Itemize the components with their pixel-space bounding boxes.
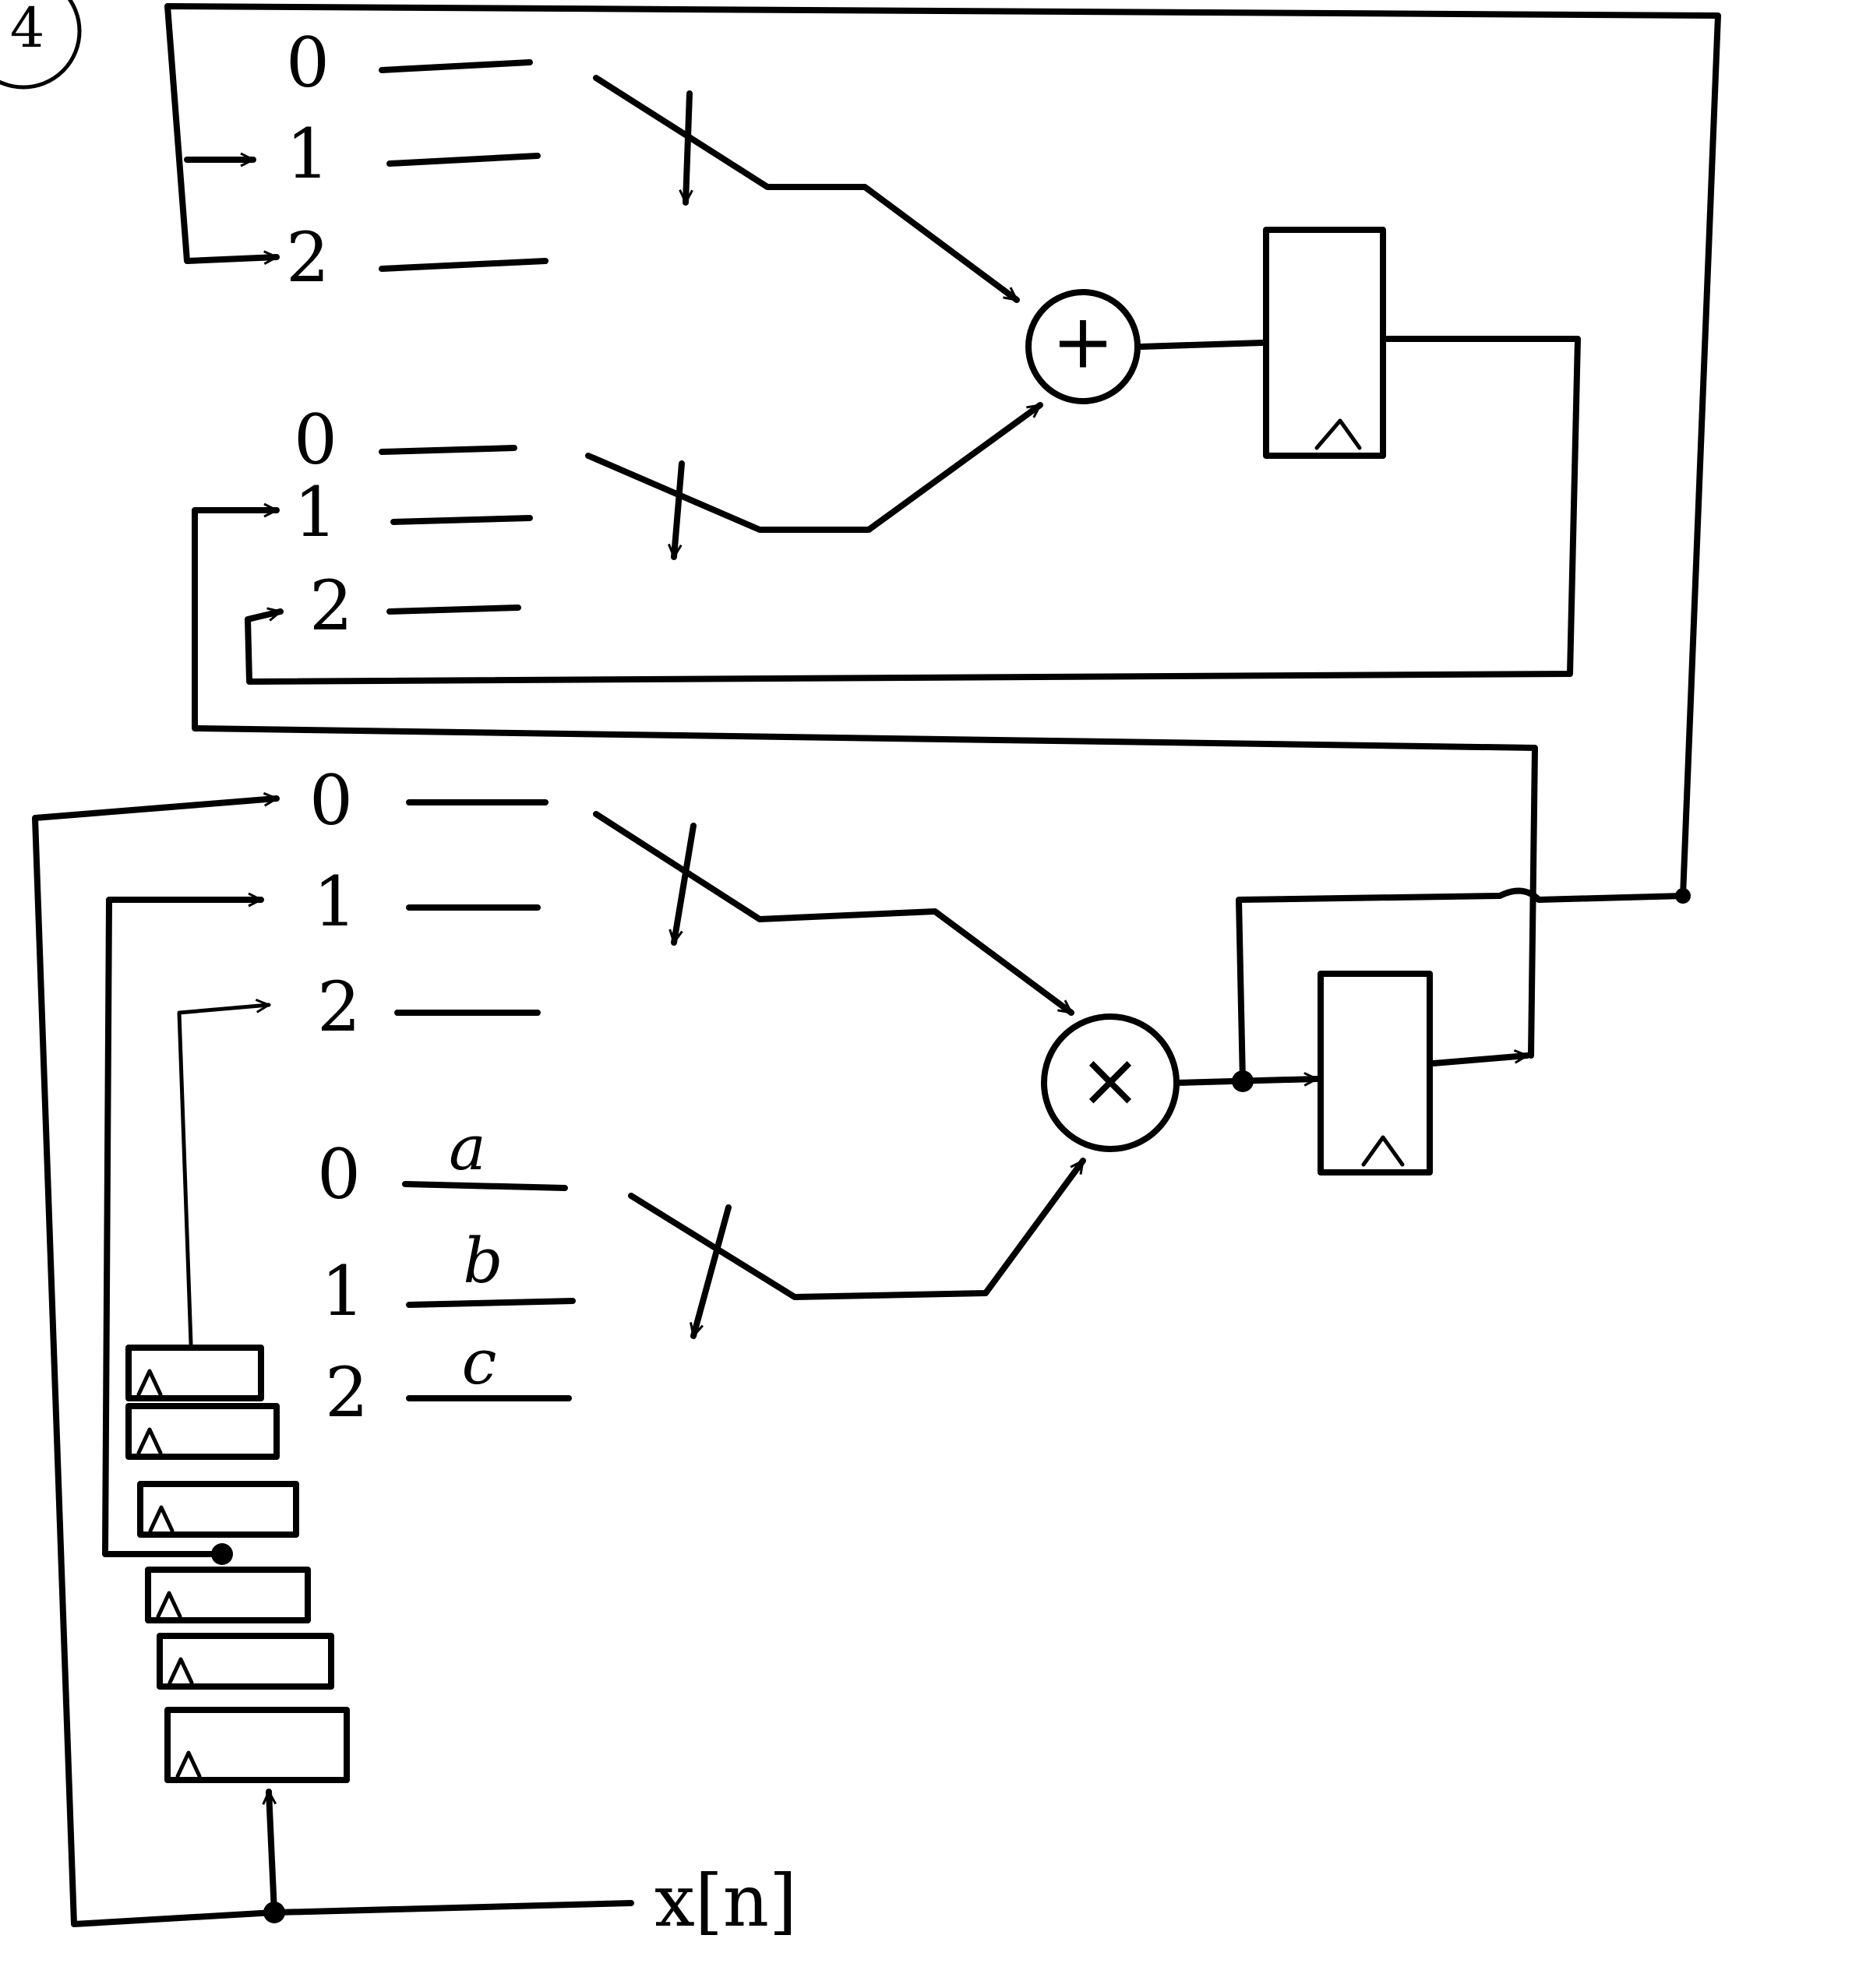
tap-wire-to-mux-mid-1	[102, 900, 264, 1557]
mux-top-a-select-arrow	[686, 90, 690, 206]
shift-cell-2-clock	[136, 1427, 163, 1455]
shift-cell-1-clock	[136, 1369, 163, 1397]
product-feedback-wire	[164, 3, 1721, 1084]
mux-mid-input-0: 0	[309, 760, 353, 841]
input-signal-label: x[n]	[654, 1859, 797, 1943]
shift-cell-1	[125, 1345, 264, 1401]
mux-coef-input-2: 2	[325, 1352, 369, 1433]
mux-coef-input-1: 1	[321, 1251, 365, 1331]
shift-cell-2	[125, 1403, 280, 1460]
mux-top-b-select-arrow	[674, 460, 685, 560]
shift-cell-5-clock	[168, 1657, 194, 1685]
input-wire	[273, 1900, 634, 1916]
mux-top-b-input-0: 0	[294, 400, 337, 480]
product-feedback-junction	[1675, 888, 1691, 904]
mux-mid-select-arrow	[674, 823, 697, 946]
delay-register-bottom	[1318, 971, 1433, 1176]
shift-cell-4-clock	[156, 1591, 182, 1619]
delay-register-top-clock	[1314, 418, 1362, 450]
coef-a: a	[449, 1112, 486, 1184]
mux-top-b: 0 1 2	[294, 400, 1043, 646]
shift-cell-6-clock	[175, 1750, 202, 1778]
figure-tag-text: 4	[10, 0, 45, 60]
mux-coef-line-1	[406, 1298, 576, 1308]
shift-register-chain	[102, 900, 350, 1783]
accumulator-feedback-wire	[245, 336, 1581, 685]
mux-top-b-input-2: 2	[309, 566, 353, 646]
mux-mid: 0 1 2	[309, 760, 1074, 1047]
mux-top-a: 0 1 2	[286, 23, 1020, 303]
mux-coef-line-0	[402, 1181, 568, 1191]
delay-register-top	[1263, 227, 1386, 459]
coef-b: b	[463, 1225, 503, 1297]
delay-bottom-output-wire	[1430, 1056, 1530, 1066]
input-to-mux-mid-0-wire	[32, 798, 280, 1927]
mux-top-b-input-1: 1	[294, 472, 337, 552]
input-to-shift-register-wire	[269, 1789, 277, 1916]
mux-mid-input-1: 1	[313, 862, 357, 942]
shift-cell-3-clock	[148, 1505, 175, 1533]
mux-top-b-line-1	[390, 515, 533, 525]
mux-top-a-input-0: 0	[286, 23, 330, 103]
mux-top-a-input-2: 2	[286, 217, 330, 298]
mux-top-b-switch-arm	[585, 402, 1043, 533]
input-stage: x[n]	[32, 798, 797, 1943]
mux-top-b-line-0	[379, 445, 517, 455]
shift-cell-5	[157, 1633, 334, 1690]
shift-cell-4	[145, 1567, 311, 1623]
tap-wire-to-mux-mid-2	[177, 1005, 269, 1346]
mux-coef-switch-arm	[628, 1158, 1086, 1300]
multiplier-symbol: ×	[1079, 1036, 1141, 1123]
mux-coef-input-0: 0	[317, 1134, 361, 1214]
mux-mid-switch-arm	[593, 811, 1074, 1016]
mux-top-a-line-2	[379, 258, 549, 272]
mux-top-a-input-1: 1	[286, 114, 330, 194]
mux-top-a-line-1	[386, 153, 541, 167]
adder-stage: +	[245, 227, 1581, 685]
mux-mid-input-2: 2	[317, 967, 361, 1047]
shift-cell-6	[164, 1707, 350, 1783]
adder-circle	[1025, 289, 1141, 404]
shift-cell-3	[137, 1481, 299, 1538]
mux-top-a-switch-arm	[593, 75, 1020, 303]
mux-top-b-line-2	[386, 605, 521, 615]
delay-register-bottom-clock	[1361, 1135, 1405, 1167]
adder-symbol: +	[1052, 298, 1114, 385]
multiplier-stage: ×	[164, 3, 1721, 1176]
coef-c: c	[462, 1326, 497, 1398]
mux-coef: 0 1 2 a b c	[317, 1112, 1086, 1433]
figure-tag: 4	[0, 0, 82, 90]
mux-top-a-line-0	[379, 59, 533, 73]
adder-to-delay-wire	[1138, 340, 1265, 350]
mux-coef-select-arrow	[693, 1204, 732, 1339]
delayed-product-feedback-wire	[192, 510, 1538, 1059]
